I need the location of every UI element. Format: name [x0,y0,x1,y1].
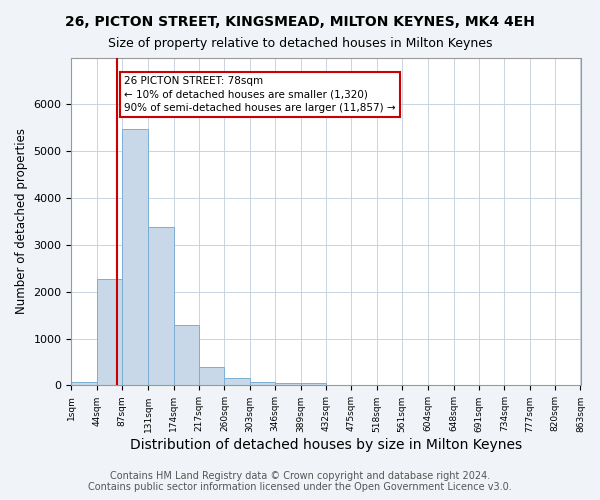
Bar [148,227,173,386]
Bar [224,378,250,386]
X-axis label: Distribution of detached houses by size in Milton Keynes: Distribution of detached houses by size … [130,438,522,452]
Text: 26, PICTON STREET, KINGSMEAD, MILTON KEYNES, MK4 4EH: 26, PICTON STREET, KINGSMEAD, MILTON KEY… [65,15,535,29]
Bar [199,367,224,386]
Text: Contains HM Land Registry data © Crown copyright and database right 2024.
Contai: Contains HM Land Registry data © Crown c… [88,471,512,492]
Text: 26 PICTON STREET: 78sqm
← 10% of detached houses are smaller (1,320)
90% of semi: 26 PICTON STREET: 78sqm ← 10% of detache… [124,76,395,112]
Bar [250,382,275,386]
Y-axis label: Number of detached properties: Number of detached properties [15,128,28,314]
Bar [301,382,326,386]
Text: Size of property relative to detached houses in Milton Keynes: Size of property relative to detached ho… [108,38,492,51]
Bar [71,382,97,386]
Bar [275,383,301,386]
Bar [173,324,199,386]
Bar [97,279,122,386]
Bar [122,128,148,386]
